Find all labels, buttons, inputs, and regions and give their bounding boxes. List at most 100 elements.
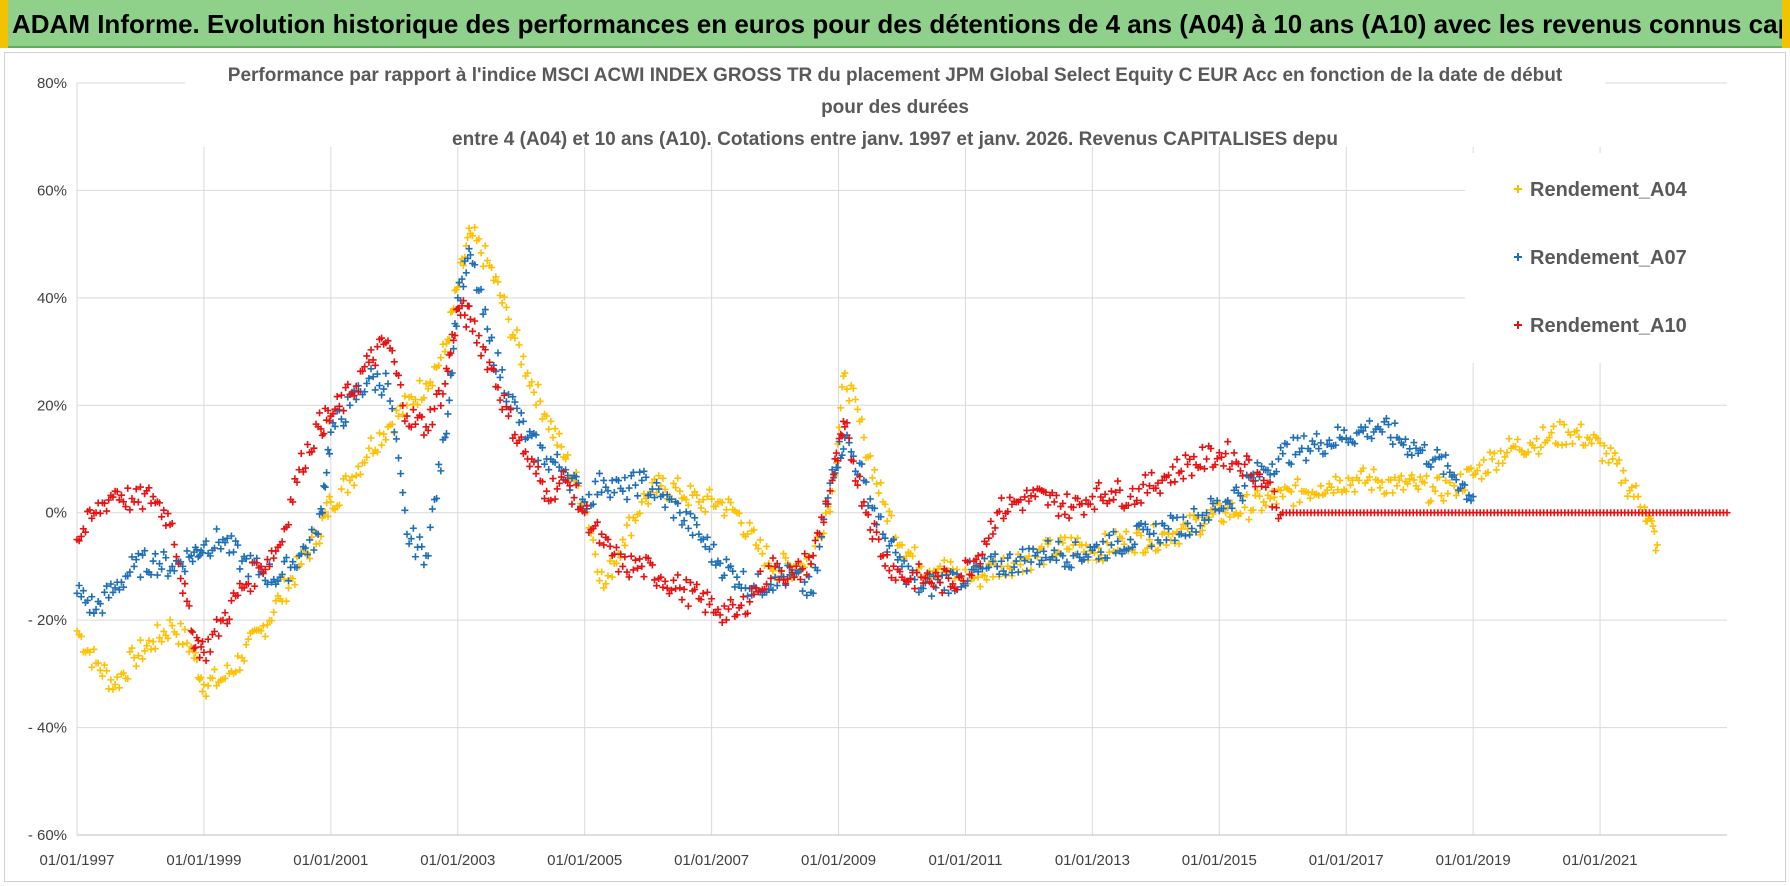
data-point	[388, 420, 396, 428]
data-point	[1156, 489, 1164, 497]
data-point	[261, 565, 269, 573]
data-point	[1114, 537, 1122, 545]
data-point	[111, 584, 119, 592]
data-point	[1461, 481, 1469, 489]
data-point	[1061, 510, 1069, 518]
data-point	[1503, 449, 1511, 457]
data-point	[1484, 468, 1492, 476]
data-point	[331, 422, 339, 430]
data-point	[945, 589, 953, 597]
data-point	[1317, 482, 1325, 490]
data-point	[197, 674, 205, 682]
data-point	[1575, 433, 1583, 441]
data-point	[257, 562, 265, 570]
data-point	[304, 440, 312, 448]
data-point	[1067, 534, 1075, 542]
data-point	[1648, 517, 1656, 525]
data-point	[627, 552, 635, 560]
data-point	[1467, 464, 1475, 472]
data-point	[331, 405, 339, 413]
data-point	[676, 584, 684, 592]
data-point	[236, 565, 244, 573]
data-point	[651, 576, 658, 584]
data-point	[684, 524, 692, 532]
data-point	[293, 564, 301, 572]
data-point	[1258, 506, 1266, 514]
data-point	[435, 460, 443, 468]
data-point	[1537, 443, 1545, 451]
data-point	[1217, 453, 1225, 461]
data-point	[437, 354, 445, 362]
data-point	[479, 262, 487, 270]
data-point	[538, 415, 546, 423]
data-point	[1492, 466, 1500, 474]
data-point	[617, 550, 625, 558]
data-point	[976, 583, 984, 591]
data-point	[1012, 557, 1020, 565]
data-point	[1234, 460, 1242, 468]
data-point	[1016, 496, 1024, 504]
data-point	[562, 455, 570, 463]
data-point	[851, 396, 859, 404]
data-point	[337, 415, 345, 423]
data-point	[716, 611, 724, 619]
data-point	[96, 509, 104, 517]
data-point	[1241, 503, 1249, 511]
data-point	[459, 262, 467, 270]
data-point	[1010, 563, 1018, 571]
data-point	[395, 371, 403, 379]
data-point	[431, 405, 438, 413]
data-point	[841, 423, 849, 431]
data-point	[1239, 497, 1247, 505]
data-point	[1573, 427, 1581, 435]
data-point	[1311, 440, 1318, 448]
data-point	[289, 558, 297, 566]
data-point	[418, 543, 426, 551]
data-point	[1211, 461, 1219, 469]
data-point	[949, 569, 957, 577]
data-point	[1160, 522, 1168, 530]
data-point	[851, 477, 859, 485]
data-point	[526, 428, 534, 436]
data-point	[1008, 569, 1016, 577]
x-tick-label: 01/01/2021	[1563, 852, 1638, 869]
data-point	[796, 575, 804, 583]
data-point	[471, 223, 479, 231]
data-point	[310, 546, 318, 554]
data-point	[1258, 482, 1266, 490]
data-point	[932, 569, 940, 577]
data-point	[1014, 568, 1022, 576]
data-point	[335, 501, 343, 509]
data-point	[437, 467, 445, 475]
data-point	[304, 551, 312, 559]
data-point	[1124, 501, 1132, 509]
data-point	[678, 596, 686, 604]
data-point	[1188, 472, 1196, 480]
data-point	[390, 358, 398, 366]
data-point	[424, 552, 432, 560]
data-point	[843, 419, 851, 427]
data-point	[350, 481, 358, 489]
data-point	[136, 573, 144, 581]
data-point	[849, 457, 857, 465]
data-point	[475, 235, 483, 243]
data-point	[1190, 453, 1198, 461]
data-point	[1245, 456, 1253, 464]
data-point	[974, 552, 982, 560]
data-point	[511, 398, 519, 406]
data-point	[631, 556, 639, 564]
data-point	[105, 496, 113, 504]
data-point	[1143, 526, 1151, 534]
data-point	[773, 560, 781, 568]
data-point	[767, 574, 775, 582]
data-point	[217, 545, 225, 553]
data-point	[1262, 483, 1270, 491]
data-point	[530, 388, 538, 396]
data-point	[1289, 502, 1297, 510]
data-point	[1414, 485, 1422, 493]
data-point	[1429, 483, 1437, 491]
data-point	[612, 543, 620, 551]
data-point	[699, 589, 707, 597]
data-point	[875, 535, 883, 543]
data-point	[1133, 496, 1141, 504]
